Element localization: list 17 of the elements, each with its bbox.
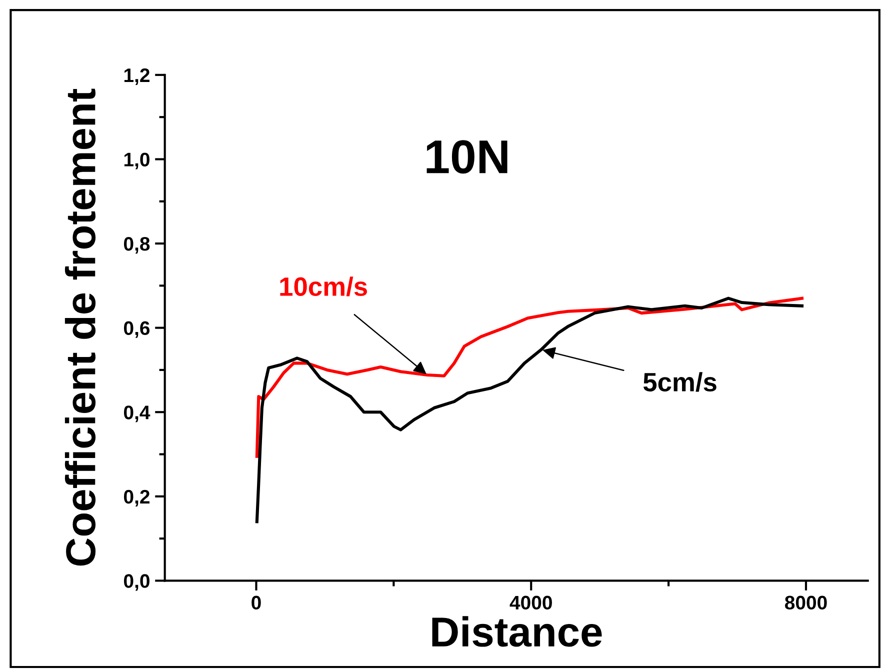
line-series [255,296,804,524]
y-tick-label: 0,0 [124,574,150,591]
line-series [255,296,804,458]
y-axis-title: Coefficient de frotement [64,88,96,566]
annotation: 5cm/s [643,372,716,392]
x-tick-label: 8000 [784,596,827,610]
y-tick-label: 1,2 [124,68,150,85]
x-tick-label: 4000 [510,596,552,610]
annotation: 10cm/s [280,276,367,296]
y-tick-label: 0,4 [124,406,150,422]
text: 10N [426,140,508,174]
y-tick-label: 1,0 [124,152,150,170]
y-tick-label: 0,2 [124,490,150,506]
x-tick-label: 0 [252,596,261,610]
x-axis-title: Distance [432,616,602,647]
y-tick-label: 0,8 [124,236,150,254]
y-tick-label: 0,6 [124,321,150,338]
